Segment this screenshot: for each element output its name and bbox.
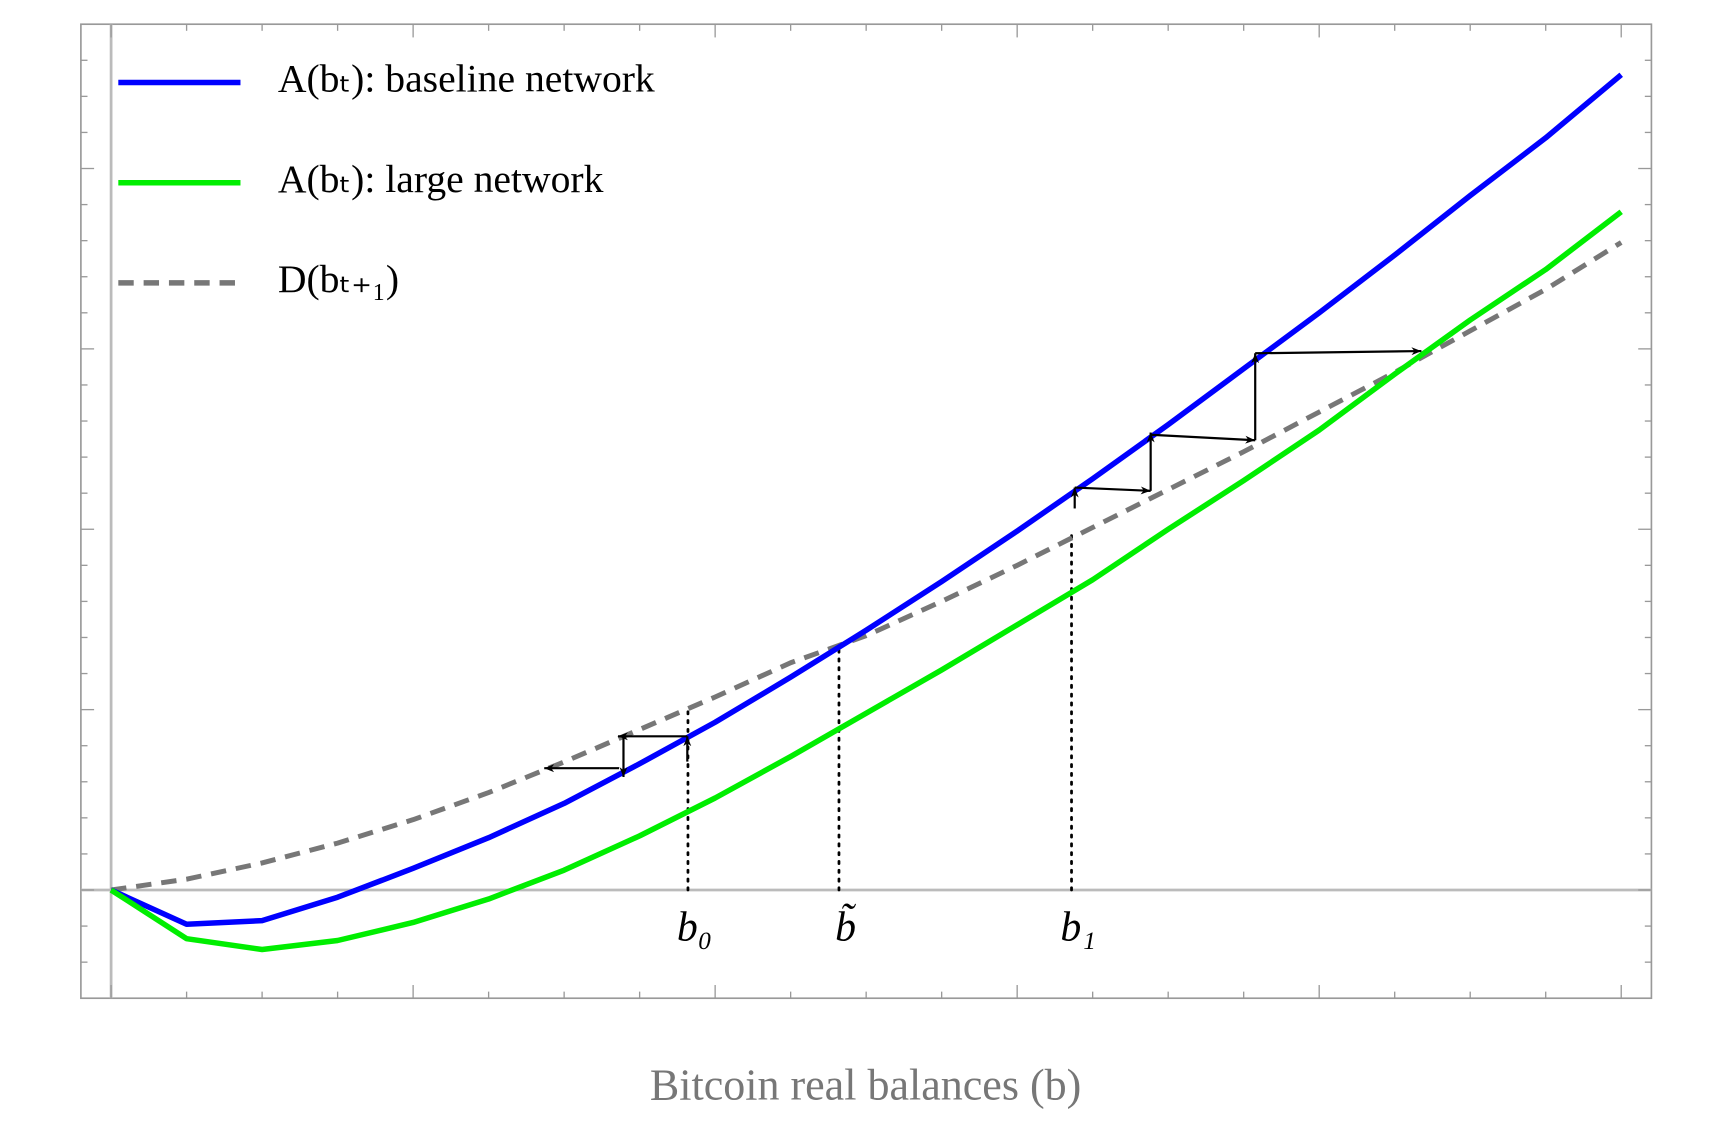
series-line [109,72,1623,928]
legend-label: A(bₜ): baseline network [278,57,655,101]
cobweb-arrows [544,347,1422,778]
series-line [109,209,1623,953]
annotation-label: b₀ [677,904,712,950]
annotation-label: b₁ [1060,904,1095,950]
legend-label: D(bₜ₊₁) [278,257,399,301]
legend: A(bₜ): baseline network A(bₜ): large netw… [118,57,655,301]
arrow [1150,433,1256,444]
arrow [1074,486,1151,495]
arrow [1255,347,1422,356]
plot-area: b₀ b̃ b₁ [80,24,1652,999]
annotation-label: b̃ [835,903,856,950]
series-line [110,240,1623,893]
x-axis-label: Bitcoin real balances (b) [650,1061,1081,1110]
legend-label: A(bₜ): large network [278,157,604,201]
